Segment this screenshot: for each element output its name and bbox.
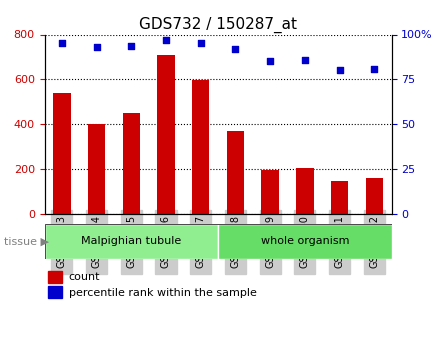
Text: Malpighian tubule: Malpighian tubule bbox=[81, 237, 182, 246]
Bar bbox=[88, 124, 105, 214]
Point bbox=[301, 57, 308, 62]
Bar bbox=[53, 93, 70, 214]
Point bbox=[197, 40, 204, 45]
Bar bbox=[262, 170, 279, 214]
Bar bbox=[158, 55, 175, 214]
Bar bbox=[192, 80, 210, 214]
Text: tissue ▶: tissue ▶ bbox=[4, 237, 49, 246]
Point bbox=[336, 68, 343, 73]
Bar bbox=[331, 181, 348, 214]
Point bbox=[93, 44, 100, 50]
Bar bbox=[48, 286, 62, 298]
Point bbox=[267, 59, 274, 64]
Text: count: count bbox=[69, 272, 100, 282]
Point bbox=[371, 66, 378, 71]
Text: whole organism: whole organism bbox=[261, 237, 349, 246]
FancyBboxPatch shape bbox=[218, 224, 392, 259]
Point bbox=[232, 46, 239, 52]
Bar bbox=[227, 131, 244, 214]
Bar bbox=[296, 168, 314, 214]
Point bbox=[58, 41, 65, 46]
Bar bbox=[123, 113, 140, 214]
FancyBboxPatch shape bbox=[44, 224, 218, 259]
Text: percentile rank within the sample: percentile rank within the sample bbox=[69, 288, 257, 297]
Point bbox=[128, 43, 135, 49]
Point bbox=[162, 37, 170, 43]
Bar bbox=[366, 178, 383, 214]
Title: GDS732 / 150287_at: GDS732 / 150287_at bbox=[139, 17, 297, 33]
Bar bbox=[48, 271, 62, 283]
